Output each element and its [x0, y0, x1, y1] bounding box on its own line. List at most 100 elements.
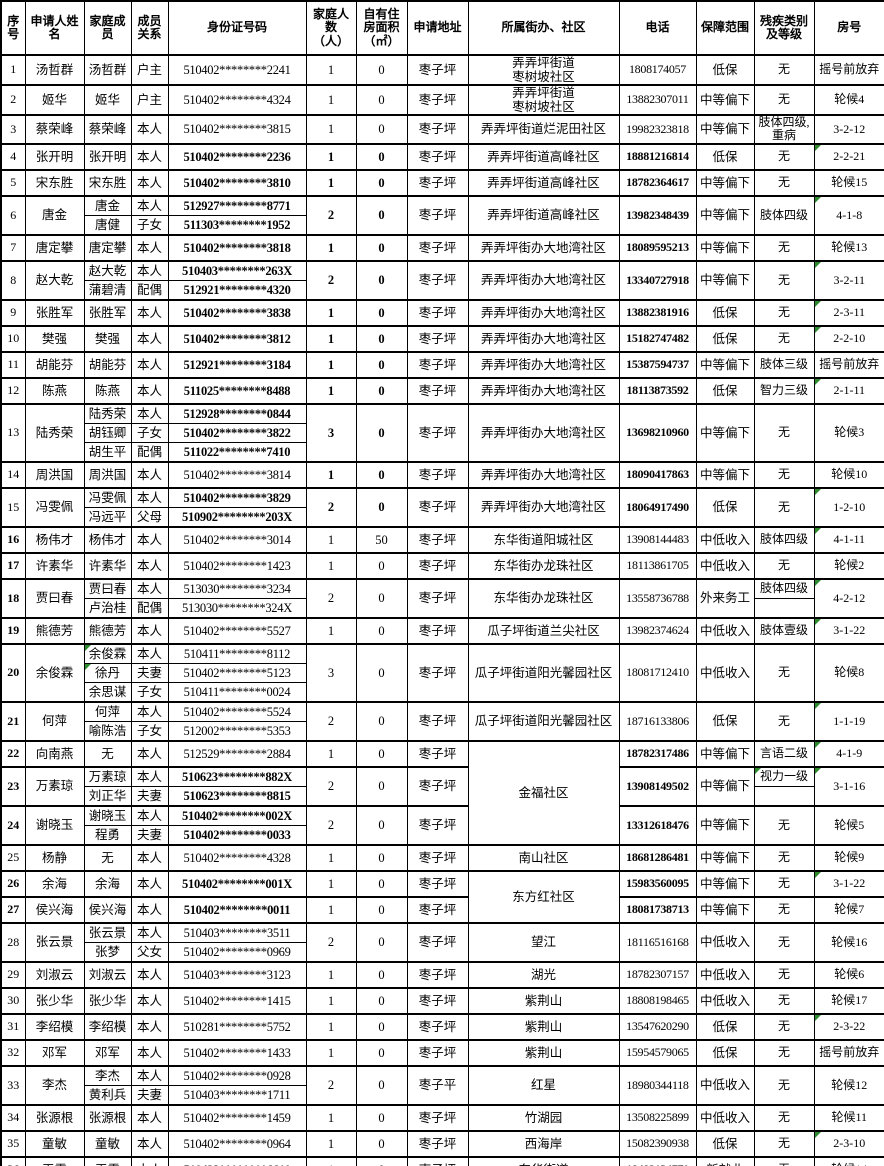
cell-row-number: 33: [0, 1064, 26, 1106]
table-row: 14 周洪国 周洪国 本人 510402********3814 1 0 枣子坪 弄弄坪街办大地…: [0, 460, 884, 489]
cell-application-address: 枣子坪: [406, 168, 469, 197]
cell-disability: 无: [753, 986, 815, 1015]
table-row: 20 余俊霖 余俊霖 本人 510411********8112 3 0 枣子坪 瓜子坪街道阳光…: [0, 642, 884, 703]
cell-member-name: 张少华: [83, 986, 132, 1015]
cell-phone: 18681286481: [618, 843, 697, 872]
table-body: 1 汤哲群 汤哲群 户主 510402********2241 1 0 枣子坪 弄弄坪街道 枣树…: [0, 54, 884, 1166]
cell-coverage-scope: 低保: [695, 1012, 755, 1041]
cell-room-number: 轮候5: [813, 804, 884, 846]
cell-member-name: 王雷: [83, 1155, 132, 1166]
col-id-number: 身份证号码: [167, 0, 307, 56]
col-family-size: 家庭人 数 （人）: [305, 0, 357, 56]
cell-member-name: 黄利兵: [83, 1084, 132, 1106]
cell-application-address: 枣子坪: [406, 895, 469, 924]
cell-housing-area: 0: [355, 843, 408, 872]
cell-phone: 15182747482: [618, 324, 697, 353]
cell-room-number: 2-3-11: [813, 298, 884, 327]
cell-application-address: 枣子坪: [406, 1012, 469, 1041]
cell-disability: 无: [753, 960, 815, 989]
table-row: 10 樊强 樊强 本人 510402********3812 1 0 枣子坪 弄弄坪街办大地湾社…: [0, 324, 884, 353]
cell-family-size: 1: [305, 986, 357, 1015]
table-row: 32 邓军 邓军 本人 510402********1433 1 0 枣子坪 紫荆山 159545…: [0, 1038, 884, 1067]
cell-housing-area: 0: [355, 114, 408, 145]
cell-room-number: 摇号前放弃: [813, 1038, 884, 1067]
cell-coverage-scope: 中等偏下: [695, 402, 755, 463]
cell-phone: 19982323818: [618, 114, 697, 145]
table-row: 蒲碧清 配偶 512921********4320: [1, 279, 884, 301]
cell-id-number: 510402********3014: [167, 525, 307, 554]
cell-member-name: 陆秀荣: [83, 402, 132, 424]
cell-applicant-name: 王雷: [24, 1155, 85, 1166]
cell-housing-area: 0: [355, 259, 408, 301]
cell-street-community: 弄弄坪街道高峰社区: [467, 168, 620, 197]
cell-housing-area: 0: [355, 84, 408, 116]
cell-phone: 18482134770: [618, 1155, 697, 1166]
cell-street-community: 瓜子坪街道阳光馨园社区: [467, 642, 620, 703]
cell-id-number: 510403********263X: [167, 259, 307, 281]
cell-row-number: 27: [0, 895, 26, 924]
cell-id-number: 510402********0969: [167, 941, 307, 963]
col-housing-area: 自有住 房面积 （㎡）: [355, 0, 408, 56]
cell-coverage-scope: 中等偏下: [695, 114, 755, 145]
cell-row-number: 34: [0, 1103, 26, 1132]
cell-member-relation: 本人: [130, 1064, 169, 1086]
cell-member-name: 樊强: [83, 324, 132, 353]
cell-member-relation: 本人: [130, 194, 169, 216]
cell-member-relation: 本人: [130, 960, 169, 989]
cell-housing-area: 0: [355, 54, 408, 86]
col-no: 序号: [0, 0, 26, 56]
cell-member-name: 余俊霖: [83, 642, 132, 664]
cell-applicant-name: 唐金: [24, 194, 85, 236]
cell-row-number: 22: [0, 739, 26, 768]
cell-id-number: 510402********001X: [167, 869, 307, 898]
col-family-members: 家庭成员: [83, 0, 132, 56]
cell-family-size: 1: [305, 376, 357, 405]
cell-phone: 18782307157: [618, 960, 697, 989]
cell-family-size: 1: [305, 324, 357, 353]
cell-member-relation: 配偶: [130, 597, 169, 619]
cell-member-name: 贾曰春: [83, 577, 132, 599]
cell-applicant-name: 李绍模: [24, 1012, 85, 1041]
cell-room-number: 2-2-21: [813, 142, 884, 171]
cell-disability: 无: [753, 1012, 815, 1041]
cell-phone: 13312618476: [618, 804, 697, 846]
cell-id-number: 512002********5353: [167, 720, 307, 742]
cell-coverage-scope: 中低收入: [695, 642, 755, 703]
cell-member-relation: 夫妻: [130, 1084, 169, 1106]
cell-room-number: 3-1-22: [813, 869, 884, 898]
table-row: 黄利兵 夫妻 510403********1711: [1, 1084, 884, 1106]
cell-disability: 无: [753, 921, 815, 963]
cell-disability: 肢体四级: [753, 577, 815, 599]
cell-id-number: 511022********7410: [167, 441, 307, 463]
cell-street-community: 弄弄坪街办大地湾社区: [467, 486, 620, 528]
col-room-number: 房号: [813, 0, 884, 56]
cell-member-name: 周洪国: [83, 460, 132, 489]
cell-coverage-scope: 中低收入: [695, 551, 755, 580]
cell-disability-empty: [753, 597, 815, 619]
cell-phone: 18081712410: [618, 642, 697, 703]
cell-row-number: 3: [0, 114, 26, 145]
cell-phone: 18782364617: [618, 168, 697, 197]
cell-member-name: 熊德芳: [83, 616, 132, 645]
cell-applicant-name: 贾曰春: [24, 577, 85, 619]
cell-id-number: 511025********8488: [167, 376, 307, 405]
cell-phone: 18064917490: [618, 486, 697, 528]
cell-coverage-scope: 中等偏下: [695, 739, 755, 768]
cell-applicant-name: 张源根: [24, 1103, 85, 1132]
cell-id-number: 510402********3829: [167, 486, 307, 508]
cell-member-relation: 本人: [130, 350, 169, 379]
table-row: 胡生平 配偶 511022********7410: [1, 441, 884, 463]
cell-coverage-scope: 中低收入: [695, 525, 755, 554]
col-phone: 电话: [618, 0, 697, 56]
cell-member-relation: 配偶: [130, 279, 169, 301]
cell-member-name: 胡生平: [83, 441, 132, 463]
cell-row-number: 30: [0, 986, 26, 1015]
cell-coverage-scope: 低保: [695, 700, 755, 742]
cell-applicant-name: 侯兴海: [24, 895, 85, 924]
cell-row-number: 36: [0, 1155, 26, 1166]
cell-row-number: 17: [0, 551, 26, 580]
cell-row-number: 23: [0, 765, 26, 807]
cell-housing-area: 50: [355, 525, 408, 554]
cell-disability: 无: [753, 551, 815, 580]
cell-coverage-scope: 中等偏下: [695, 843, 755, 872]
